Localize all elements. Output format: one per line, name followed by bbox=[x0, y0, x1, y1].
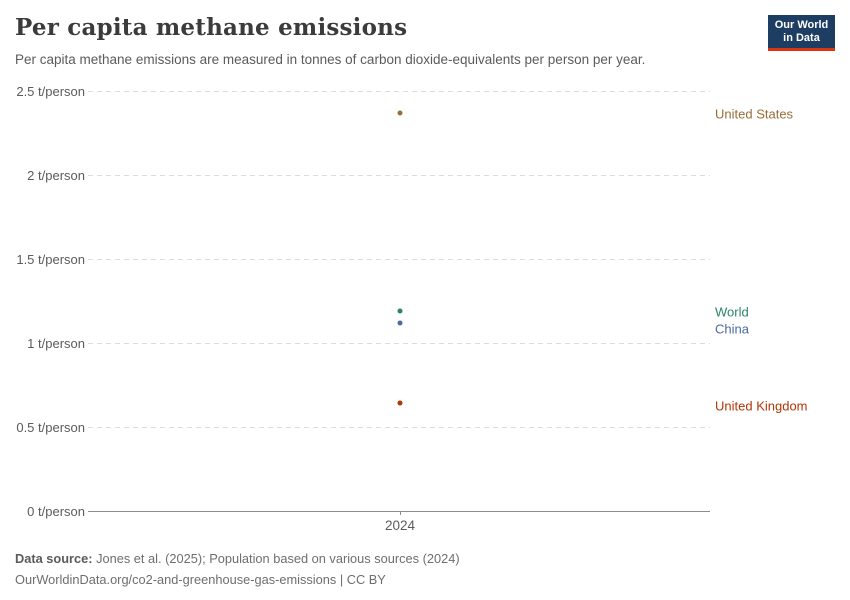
y-axis-tick-label: 2 t/person bbox=[27, 168, 85, 183]
data-source-line: Data source: Jones et al. (2025); Popula… bbox=[15, 548, 460, 569]
owid-logo-line1: Our World bbox=[774, 19, 829, 31]
gridline bbox=[88, 342, 710, 344]
y-axis-tick-label: 2.5 t/person bbox=[16, 84, 85, 99]
gridline bbox=[88, 258, 710, 260]
entity-label-united-kingdom[interactable]: United Kingdom bbox=[715, 398, 808, 414]
data-point-united-kingdom[interactable] bbox=[397, 400, 403, 406]
gridline bbox=[88, 426, 710, 428]
owid-logo-line2: in Data bbox=[783, 31, 820, 44]
chart-subtitle: Per capita methane emissions are measure… bbox=[15, 52, 646, 67]
x-axis-tick-label: 2024 bbox=[384, 518, 416, 533]
data-point-china[interactable] bbox=[397, 320, 403, 326]
page-title: Per capita methane emissions bbox=[15, 14, 408, 41]
gridline bbox=[88, 90, 710, 92]
y-axis-tick-label: 1.5 t/person bbox=[16, 252, 85, 267]
owid-logo[interactable]: Our World in Data bbox=[768, 15, 835, 51]
y-axis-tick-label: 0.5 t/person bbox=[16, 420, 85, 435]
license-link-line[interactable]: OurWorldinData.org/co2-and-greenhouse-ga… bbox=[15, 572, 386, 587]
data-source-text: Jones et al. (2025); Population based on… bbox=[92, 551, 460, 566]
data-point-united-states[interactable] bbox=[397, 110, 403, 116]
y-axis-tick-label: 1 t/person bbox=[27, 336, 85, 351]
gridline bbox=[88, 174, 710, 176]
x-axis-tick bbox=[400, 511, 401, 515]
chart-footer: Data source: Jones et al. (2025); Popula… bbox=[15, 548, 460, 590]
entity-label-china[interactable]: China bbox=[715, 321, 749, 337]
x-axis-line bbox=[88, 510, 710, 512]
data-point-world[interactable] bbox=[397, 308, 403, 314]
entity-label-world[interactable]: World bbox=[715, 304, 749, 320]
y-axis-tick-label: 0 t/person bbox=[27, 504, 85, 519]
entity-label-united-states[interactable]: United States bbox=[715, 106, 794, 122]
data-source-label: Data source: bbox=[15, 551, 93, 566]
